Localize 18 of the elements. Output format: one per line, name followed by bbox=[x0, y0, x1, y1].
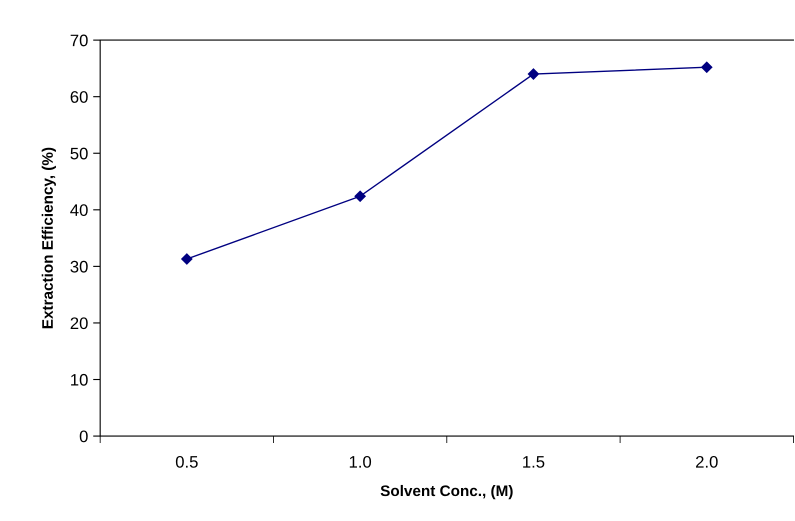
y-tick-label: 30 bbox=[70, 260, 88, 273]
y-tick-label: 70 bbox=[70, 34, 88, 46]
y-tick-label: 10 bbox=[71, 374, 88, 386]
x-axis-title: Solvent Conc., (M) bbox=[380, 484, 513, 500]
y-tick-label: 60 bbox=[70, 91, 88, 103]
point bbox=[181, 253, 192, 265]
y-tick-label: 40 bbox=[70, 204, 88, 216]
y-tick-label: 20 bbox=[70, 317, 88, 330]
point bbox=[701, 62, 712, 73]
point bbox=[354, 190, 366, 202]
point bbox=[528, 68, 540, 80]
y-tick-label: 0 bbox=[80, 430, 88, 442]
x-tick-label: 0.5 bbox=[176, 456, 198, 468]
y-tick-label: 50 bbox=[70, 148, 88, 160]
x-tick-label: 1.5 bbox=[523, 456, 544, 468]
x-tick-label: 1.0 bbox=[350, 456, 372, 468]
x-tick-label: 2.0 bbox=[696, 456, 718, 468]
y-axis-title: Extraction Efficiency, (%) bbox=[42, 148, 56, 328]
